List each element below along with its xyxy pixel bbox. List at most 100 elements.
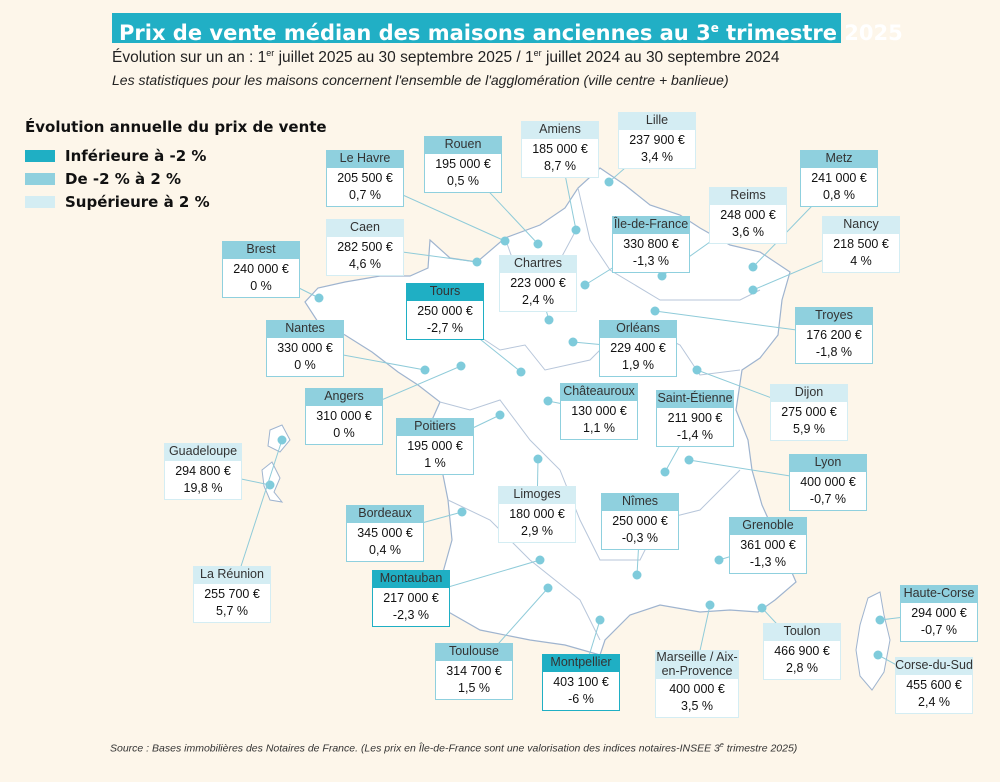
city-name: Marseille / Aix-en-Provence xyxy=(655,650,739,678)
legend-title: Évolution annuelle du prix de vente xyxy=(25,118,327,136)
city-change: -2,3 % xyxy=(392,608,430,622)
title-text: Prix de vente médian des maisons ancienn… xyxy=(119,21,711,45)
city-box: Toulon 466 900 € 2,8 % xyxy=(763,623,841,680)
city-dot xyxy=(657,271,667,281)
city-box: Corse-du-Sud 455 600 € 2,4 % xyxy=(895,657,973,714)
city-change: 4 % xyxy=(850,254,872,268)
legend-swatch xyxy=(25,173,55,185)
region-border xyxy=(447,499,601,641)
city-values: 250 000 € -0,3 % xyxy=(601,510,679,550)
city-dot xyxy=(277,435,287,445)
city-change: 5,7 % xyxy=(216,604,248,618)
city-price: 241 000 € xyxy=(811,171,867,185)
city-name: Brest xyxy=(222,241,300,258)
city-name: Nantes xyxy=(266,320,344,337)
city-name: Lyon xyxy=(789,454,867,471)
city-values: 330 800 € -1,3 % xyxy=(612,233,690,273)
city-change: 0,4 % xyxy=(369,543,401,557)
subtitle: Évolution sur un an : 1er juillet 2025 a… xyxy=(112,48,780,67)
city-price: 330 800 € xyxy=(623,237,679,251)
city-name: Montpellier xyxy=(542,654,620,671)
subtitle-part: juillet 2025 au 30 septembre 2025 / 1 xyxy=(274,49,534,67)
city-name: Châteauroux xyxy=(560,383,638,400)
city-box: Toulouse 314 700 € 1,5 % xyxy=(435,643,513,700)
city-box: Angers 310 000 € 0 % xyxy=(305,388,383,445)
city-price: 205 500 € xyxy=(337,171,393,185)
subtitle-part: Évolution sur un an : 1 xyxy=(112,49,267,67)
city-box: Grenoble 361 000 € -1,3 % xyxy=(729,517,807,574)
city-values: 248 000 € 3,6 % xyxy=(709,204,787,244)
city-price: 314 700 € xyxy=(446,664,502,678)
city-price: 255 700 € xyxy=(204,587,260,601)
city-box: Le Havre 205 500 € 0,7 % xyxy=(326,150,404,207)
city-price: 195 000 € xyxy=(407,439,463,453)
city-dot xyxy=(580,280,590,290)
city-price: 240 000 € xyxy=(233,262,289,276)
city-values: 195 000 € 0,5 % xyxy=(424,153,502,193)
note: Les statistiques pour les maisons concer… xyxy=(112,72,729,88)
city-change: 0,5 % xyxy=(447,174,479,188)
city-dot xyxy=(705,600,715,610)
city-box: Caen 282 500 € 4,6 % xyxy=(326,219,404,276)
legend-swatch xyxy=(25,196,55,208)
city-price: 345 000 € xyxy=(357,526,413,540)
city-dot xyxy=(571,225,581,235)
city-change: 2,4 % xyxy=(918,695,950,709)
region-border xyxy=(429,299,741,376)
city-box: Lyon 400 000 € -0,7 % xyxy=(789,454,867,511)
city-price: 217 000 € xyxy=(383,591,439,605)
city-price: 294 800 € xyxy=(175,464,231,478)
city-dot xyxy=(543,396,553,406)
city-price: 250 000 € xyxy=(417,304,473,318)
city-box: Montauban 217 000 € -2,3 % xyxy=(372,570,450,627)
city-box: Montpellier 403 100 € -6 % xyxy=(542,654,620,711)
city-change: -1,8 % xyxy=(815,345,853,359)
city-name: Saint-Étienne xyxy=(656,390,734,407)
legend-item-low: Inférieure à -2 % xyxy=(25,147,206,165)
city-change: 3,5 % xyxy=(681,699,713,713)
city-box: Chartres 223 000 € 2,4 % xyxy=(499,255,577,312)
city-name: La Réunion xyxy=(193,566,271,583)
city-values: 250 000 € -2,7 % xyxy=(406,300,484,340)
city-dot xyxy=(660,467,670,477)
city-name: Lille xyxy=(618,112,696,129)
legend-item-mid: De -2 % à 2 % xyxy=(25,170,181,188)
city-change: 3,4 % xyxy=(641,150,673,164)
city-price: 248 000 € xyxy=(720,208,776,222)
city-change: 2,8 % xyxy=(786,661,818,675)
city-box: Châteauroux 130 000 € 1,1 % xyxy=(560,383,638,440)
city-name: Île-de-France xyxy=(612,216,690,233)
city-change: 1,5 % xyxy=(458,681,490,695)
city-price: 185 000 € xyxy=(532,142,588,156)
city-change: 5,9 % xyxy=(793,422,825,436)
city-dot xyxy=(516,367,526,377)
city-dot xyxy=(544,315,554,325)
city-price: 237 900 € xyxy=(629,133,685,147)
city-price: 130 000 € xyxy=(571,404,627,418)
city-values: 240 000 € 0 % xyxy=(222,258,300,298)
city-change: -1,4 % xyxy=(676,428,714,442)
city-box: Saint-Étienne 211 900 € -1,4 % xyxy=(656,390,734,447)
city-values: 255 700 € 5,7 % xyxy=(193,583,271,623)
city-change: 19,8 % xyxy=(183,481,223,495)
city-change: 0 % xyxy=(333,426,355,440)
city-change: 4,6 % xyxy=(349,257,381,271)
city-values: 130 000 € 1,1 % xyxy=(560,400,638,440)
city-name: Orléans xyxy=(599,320,677,337)
city-values: 330 000 € 0 % xyxy=(266,337,344,377)
city-values: 229 400 € 1,9 % xyxy=(599,337,677,377)
city-box: Nantes 330 000 € 0 % xyxy=(266,320,344,377)
city-dot xyxy=(314,293,324,303)
city-values: 180 000 € 2,9 % xyxy=(498,503,576,543)
city-box: Limoges 180 000 € 2,9 % xyxy=(498,486,576,543)
source-text: Source : Bases immobilières des Notaires… xyxy=(110,742,720,755)
city-price: 400 000 € xyxy=(669,682,725,696)
city-change: -1,3 % xyxy=(749,555,787,569)
city-dot xyxy=(500,236,510,246)
city-price: 466 900 € xyxy=(774,644,830,658)
city-box: Reims 248 000 € 3,6 % xyxy=(709,187,787,244)
city-name: Reims xyxy=(709,187,787,204)
city-box: Metz 241 000 € 0,8 % xyxy=(800,150,878,207)
subtitle-part: juillet 2024 au 30 septembre 2024 xyxy=(541,49,780,67)
city-price: 294 000 € xyxy=(911,606,967,620)
